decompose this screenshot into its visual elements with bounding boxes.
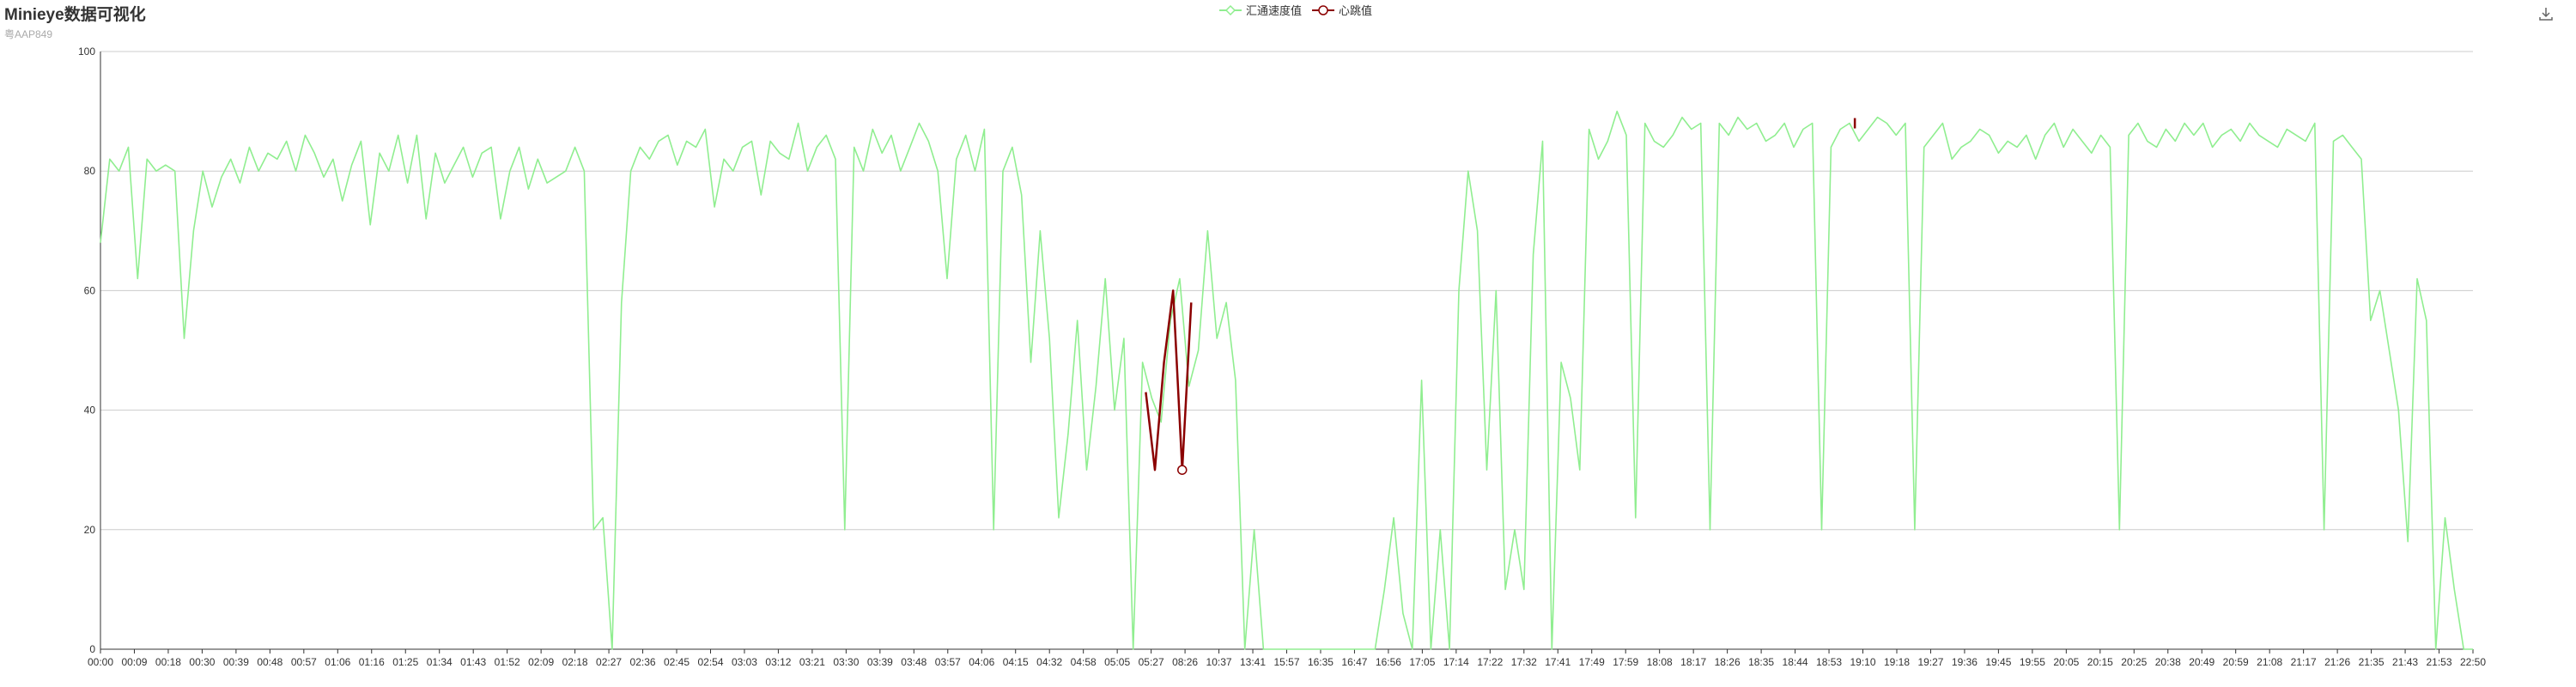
legend-label-heartbeat: 心跳值 [1339,4,1373,17]
x-tick-label: 20:49 [2189,656,2215,668]
x-tick-label: 17:22 [1477,656,1503,668]
x-tick-label: 03:57 [935,656,961,668]
x-tick-label: 00:48 [257,656,283,668]
x-tick-label: 21:08 [2257,656,2282,668]
y-tick-label: 80 [84,165,96,177]
x-tick-label: 00:30 [189,656,215,668]
x-tick-label: 20:59 [2223,656,2249,668]
x-tick-label: 18:35 [1748,656,1774,668]
x-tick-label: 20:15 [2087,656,2113,668]
x-tick-label: 02:09 [528,656,554,668]
x-tick-label: 01:25 [392,656,418,668]
x-tick-label: 18:53 [1816,656,1842,668]
x-tick-label: 15:57 [1273,656,1299,668]
legend-item-heartbeat[interactable]: 心跳值 [1312,2,1372,18]
x-tick-label: 16:56 [1376,656,1401,668]
y-tick-label: 100 [78,46,95,58]
x-tick-label: 04:15 [1003,656,1029,668]
x-tick-label: 18:08 [1647,656,1673,668]
x-tick-label: 19:10 [1850,656,1875,668]
x-tick-label: 03:03 [732,656,757,668]
x-tick-label: 19:18 [1884,656,1910,668]
x-tick-label: 01:06 [325,656,350,668]
x-tick-label: 16:47 [1341,656,1367,668]
x-tick-label: 20:05 [2053,656,2079,668]
x-tick-label: 10:37 [1206,656,1232,668]
download-icon[interactable] [2537,5,2555,22]
x-tick-label: 21:26 [2324,656,2350,668]
x-tick-label: 01:43 [460,656,486,668]
x-tick-label: 04:32 [1036,656,1062,668]
x-tick-label: 03:30 [833,656,859,668]
chart-subtitle: 粤AAP849 [4,28,53,40]
y-tick-label: 0 [89,643,95,655]
x-tick-label: 01:16 [359,656,385,668]
legend-label-speed: 汇通速度值 [1246,4,1303,17]
x-tick-label: 02:45 [664,656,690,668]
y-tick-label: 60 [84,284,96,296]
x-tick-label: 19:27 [1917,656,1943,668]
x-tick-label: 00:57 [291,656,317,668]
x-tick-label: 19:45 [1985,656,2011,668]
x-tick-label: 20:25 [2121,656,2147,668]
x-tick-label: 02:27 [596,656,622,668]
x-tick-label: 17:14 [1443,656,1469,668]
x-tick-label: 02:18 [562,656,588,668]
x-tick-label: 21:43 [2392,656,2418,668]
x-tick-label: 21:35 [2359,656,2385,668]
x-tick-label: 17:05 [1409,656,1435,668]
x-tick-label: 02:36 [630,656,656,668]
x-tick-label: 05:27 [1139,656,1164,668]
x-tick-label: 05:05 [1104,656,1130,668]
heartbeat-point [1177,465,1188,475]
x-tick-label: 04:58 [1071,656,1097,668]
y-tick-label: 20 [84,524,96,536]
x-tick-label: 19:55 [2020,656,2045,668]
x-tick-label: 22:50 [2460,656,2486,668]
legend-item-speed[interactable]: 汇通速度值 [1219,2,1302,18]
x-tick-label: 18:26 [1715,656,1741,668]
x-tick-label: 17:32 [1511,656,1537,668]
x-tick-label: 04:06 [969,656,994,668]
x-tick-label: 00:18 [155,656,181,668]
x-tick-label: 17:49 [1579,656,1605,668]
x-tick-label: 13:41 [1240,656,1266,668]
series-line-speed [100,110,2473,650]
y-tick-label: 40 [84,404,96,416]
x-tick-label: 00:39 [223,656,249,668]
x-tick-label: 08:26 [1172,656,1198,668]
x-tick-label: 02:54 [697,656,723,668]
x-tick-label: 03:21 [799,656,825,668]
x-tick-label: 18:17 [1680,656,1706,668]
x-tick-label: 01:34 [427,656,453,668]
x-tick-label: 00:09 [121,656,147,668]
x-tick-label: 20:38 [2155,656,2181,668]
legend-swatch-speed [1219,4,1242,15]
x-tick-label: 00:00 [88,656,113,668]
legend: 汇通速度值 心跳值 [1219,2,1372,18]
series-line-heartbeat [1145,289,1193,471]
legend-swatch-heartbeat [1312,4,1335,15]
x-tick-label: 18:44 [1783,656,1808,668]
x-tick-label: 17:59 [1613,656,1638,668]
x-tick-label: 03:39 [867,656,893,668]
x-tick-label: 17:41 [1545,656,1571,668]
x-tick-label: 16:35 [1308,656,1334,668]
x-tick-label: 01:52 [495,656,520,668]
x-tick-label: 19:36 [1952,656,1978,668]
x-tick-label: 21:17 [2291,656,2317,668]
x-tick-label: 03:12 [765,656,791,668]
x-tick-label: 03:48 [901,656,927,668]
x-tick-label: 21:53 [2427,656,2452,668]
chart-title: Minieye数据可视化 [4,6,146,24]
